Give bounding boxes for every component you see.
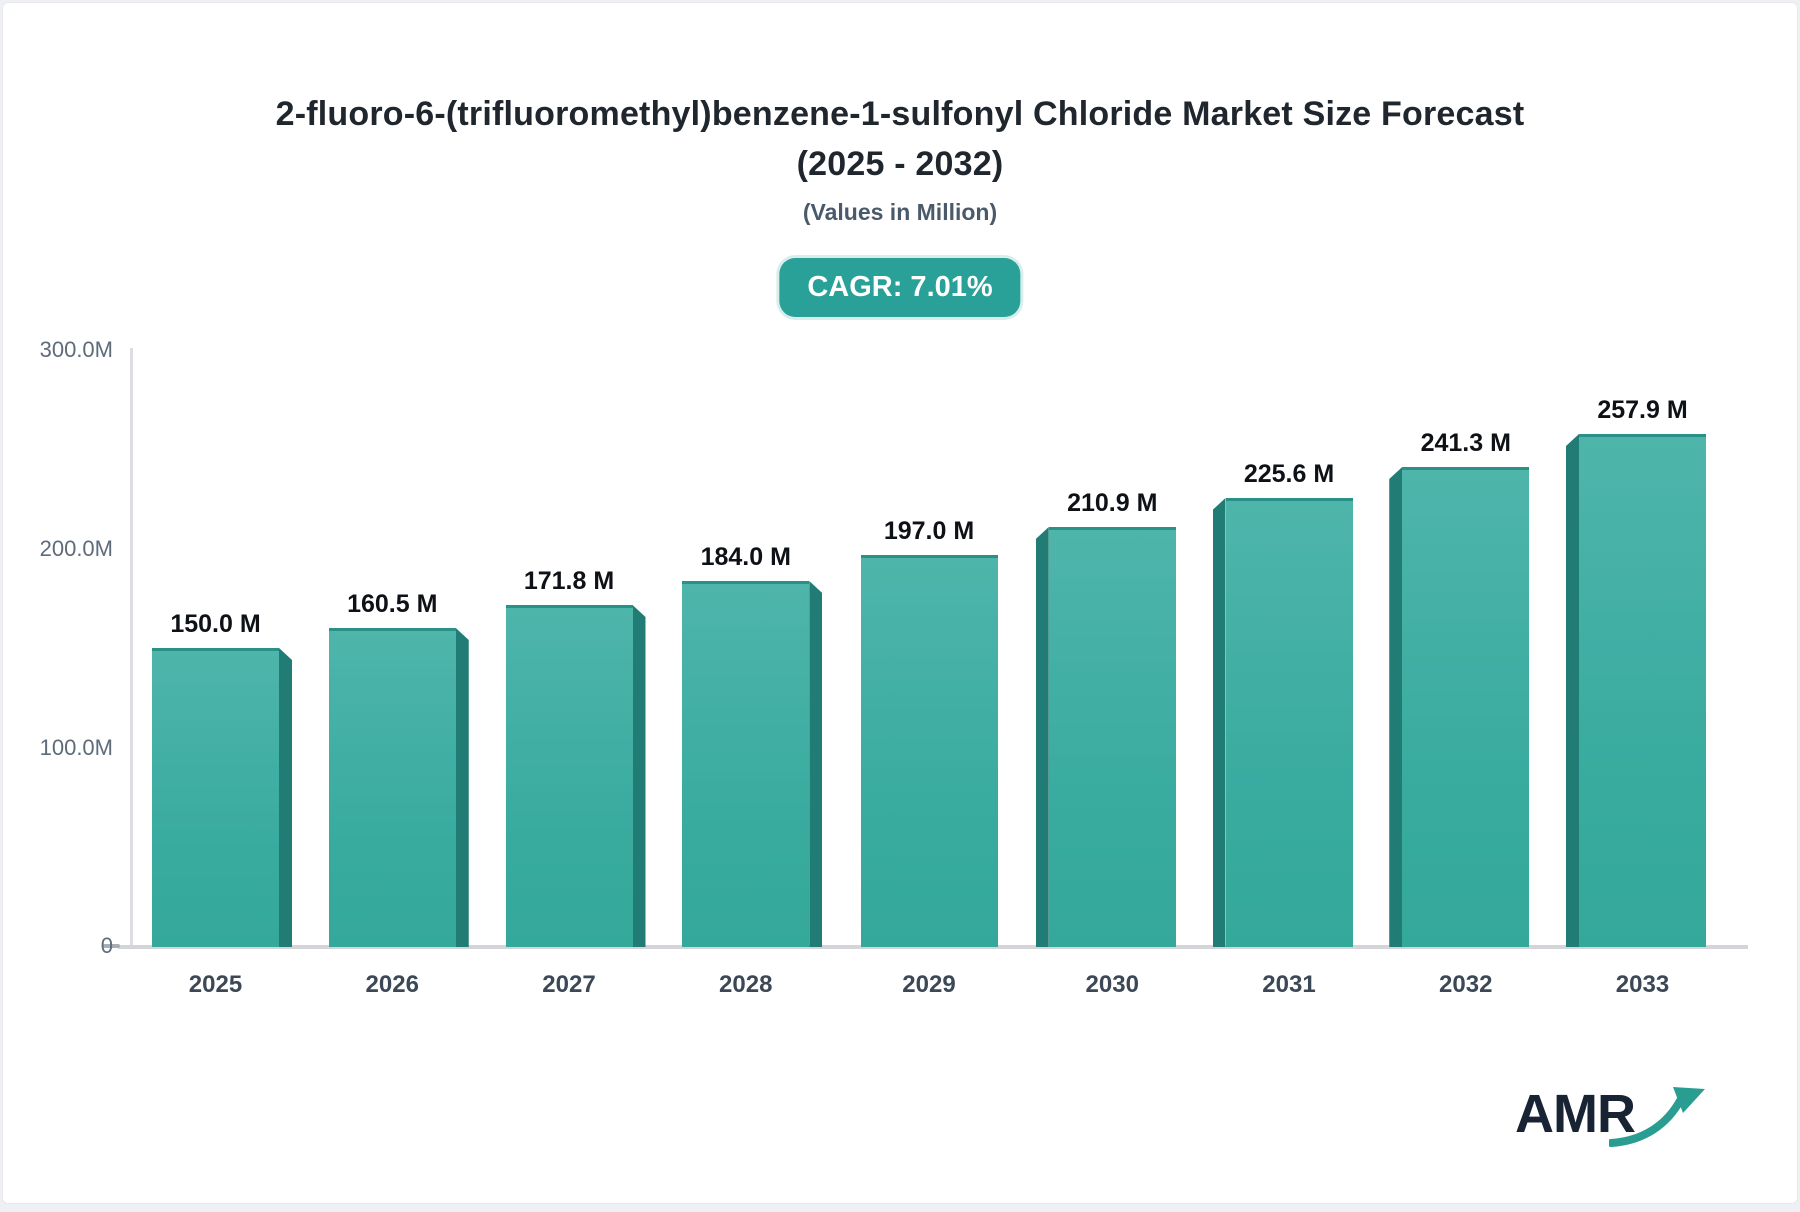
bar-2033[interactable] bbox=[1566, 434, 1706, 947]
bar-face bbox=[505, 605, 633, 947]
x-axis-label-2027: 2027 bbox=[542, 971, 596, 998]
bar-value-label-2033: 257.9 M bbox=[1597, 396, 1688, 424]
bar-value-label-2029: 197.0 M bbox=[883, 517, 975, 545]
bar-face bbox=[1225, 498, 1353, 947]
bar-value-label-2030: 210.9 M bbox=[1067, 489, 1158, 517]
y-tick-label-100.0M: 100.0M bbox=[39, 735, 113, 760]
bar-side-face bbox=[279, 648, 292, 947]
bar-face bbox=[1402, 467, 1530, 947]
y-tick-label-0: 0 bbox=[100, 933, 113, 958]
bar-2031[interactable] bbox=[1212, 498, 1353, 947]
growth-arrow-icon bbox=[1609, 1087, 1705, 1147]
zero-tick-mark bbox=[103, 944, 120, 948]
bar-side-face bbox=[455, 628, 469, 947]
bar-2032[interactable] bbox=[1389, 467, 1530, 947]
bar-side-face bbox=[809, 581, 823, 947]
bar-side-face bbox=[632, 605, 646, 947]
x-axis-label-2032: 2032 bbox=[1439, 971, 1493, 998]
bar-value-label-2028: 184.0 M bbox=[700, 543, 791, 571]
bar-2028[interactable] bbox=[682, 581, 823, 947]
bar-value-label-2026: 160.5 M bbox=[347, 590, 438, 618]
bar-2026[interactable] bbox=[328, 628, 469, 947]
x-axis-label-2025: 2025 bbox=[188, 971, 243, 998]
bar-face bbox=[860, 555, 998, 947]
bar-face bbox=[1579, 434, 1706, 947]
bar-value-label-2032: 241.3 M bbox=[1420, 429, 1511, 457]
amr-logo: AMR bbox=[1515, 1071, 1705, 1151]
x-axis-label-2030: 2030 bbox=[1085, 971, 1139, 998]
bar-value-label-2027: 171.8 M bbox=[523, 567, 615, 595]
chart-title-line1: 2-fluoro-6-(trifluoromethyl)benzene-1-su… bbox=[275, 95, 1525, 133]
bar-value-label-2025: 150.0 M bbox=[170, 610, 261, 638]
bar-2029[interactable] bbox=[859, 555, 999, 947]
bar-2027[interactable] bbox=[505, 605, 646, 947]
bar-face bbox=[152, 648, 279, 947]
chart-title-line2: (2025 - 2032) bbox=[796, 145, 1004, 183]
y-tick-label-200.0M: 200.0M bbox=[39, 536, 113, 561]
bar-face bbox=[328, 628, 456, 947]
amr-logo-text: AMR bbox=[1515, 1084, 1636, 1144]
bar-side-face bbox=[1389, 467, 1403, 947]
chart-subtitle: (Values in Million) bbox=[802, 199, 998, 225]
cagr-badge: CAGR: 7.01% bbox=[779, 258, 1021, 317]
chart-title: 2-fluoro-6-(trifluoromethyl)benzene-1-su… bbox=[3, 89, 1797, 189]
x-axis-label-2033: 2033 bbox=[1615, 971, 1670, 998]
x-axis-baseline bbox=[118, 945, 1748, 949]
bar-face bbox=[682, 581, 810, 947]
bar-side-face bbox=[1566, 434, 1579, 947]
bar-2025[interactable] bbox=[152, 648, 292, 947]
bar-side-face bbox=[1035, 527, 1049, 947]
bar-value-label-2031: 225.6 M bbox=[1243, 460, 1335, 488]
bar-2030[interactable] bbox=[1035, 527, 1176, 947]
y-tick-label-300.0M: 300.0M bbox=[39, 337, 113, 362]
bar-face bbox=[1048, 527, 1176, 947]
bar-side-face bbox=[1212, 498, 1226, 947]
x-axis-label-2029: 2029 bbox=[902, 971, 956, 998]
y-axis-line bbox=[130, 348, 133, 947]
x-axis-label-2031: 2031 bbox=[1262, 971, 1316, 998]
x-axis-label-2028: 2028 bbox=[719, 971, 773, 998]
x-axis-label-2026: 2026 bbox=[365, 971, 419, 998]
